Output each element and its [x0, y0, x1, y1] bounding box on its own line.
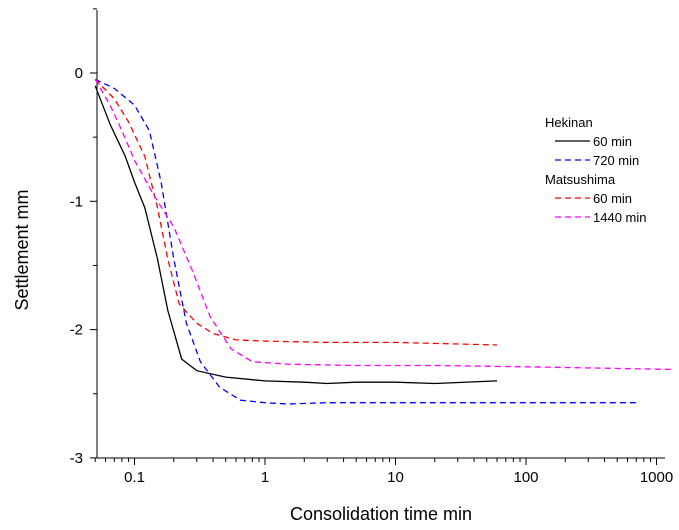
- x-tick-label: 0.1: [124, 469, 145, 486]
- series-layer: [94, 78, 672, 405]
- x-axis-title: Consolidation time min: [290, 504, 472, 524]
- series-line-hekinan-60-min: [94, 85, 498, 385]
- y-tick-label: -2: [70, 322, 83, 339]
- plot-area: [96, 10, 665, 459]
- y-tick-label: 0: [75, 65, 83, 82]
- series-line-matsushima-60-min: [94, 78, 498, 346]
- y-tick-label: -1: [70, 193, 83, 210]
- legend-entry-label: 720 min: [593, 153, 639, 168]
- legend-group-title: Hekinan: [545, 115, 593, 130]
- x-axis-ticks: 0.1 1 10 100 1000: [94, 458, 673, 486]
- series-line-matsushima-1440-min: [94, 79, 672, 371]
- legend-entry-label: 1440 min: [593, 210, 646, 225]
- x-tick-label: 1: [261, 469, 269, 486]
- legend-group-title: Matsushima: [545, 172, 616, 187]
- series-line-hekinan-720-min: [94, 78, 637, 405]
- x-tick-label: 10: [387, 469, 404, 486]
- legend-entry-label: 60 min: [593, 134, 632, 149]
- x-tick-label: 1000: [640, 469, 673, 486]
- y-axis-title: Settlement mm: [12, 189, 32, 310]
- y-tick-label: -3: [70, 450, 83, 467]
- legend-entry-label: 60 min: [593, 191, 632, 206]
- y-axis-ticks: 0 -1 -2 -3: [70, 8, 97, 467]
- x-tick-label: 100: [513, 469, 538, 486]
